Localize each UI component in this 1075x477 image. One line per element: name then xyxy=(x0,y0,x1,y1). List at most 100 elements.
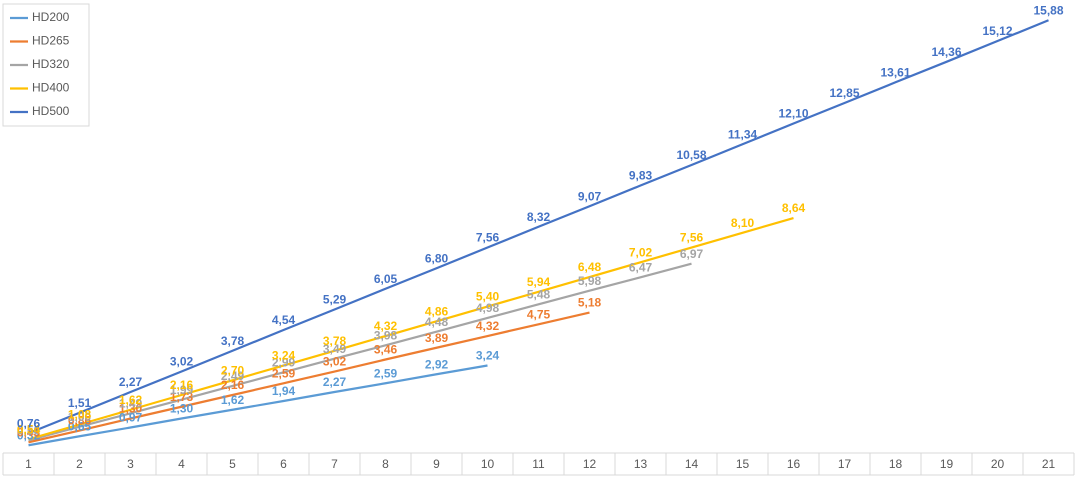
x-tick-label: 13 xyxy=(634,457,648,471)
data-label: 1,49 xyxy=(119,396,143,410)
data-label: 4,32 xyxy=(476,319,500,333)
legend-label: HD320 xyxy=(32,57,70,71)
data-label: 15,12 xyxy=(982,24,1012,38)
data-label: 7,56 xyxy=(680,231,704,245)
data-label: 1,30 xyxy=(170,402,194,416)
data-label: 5,18 xyxy=(578,296,602,310)
data-label: 6,80 xyxy=(425,251,449,265)
data-label: 0,43 xyxy=(17,425,41,439)
data-label: 1,51 xyxy=(68,396,92,410)
data-label: 13,61 xyxy=(880,65,910,79)
data-label: 2,16 xyxy=(221,378,245,392)
data-label: 5,40 xyxy=(476,290,500,304)
data-label: 1,99 xyxy=(170,383,194,397)
data-label: 3,49 xyxy=(323,342,347,356)
data-label: 4,75 xyxy=(527,307,551,321)
data-label: 2,99 xyxy=(272,356,296,370)
data-label: 14,36 xyxy=(931,45,961,59)
legend-label: HD500 xyxy=(32,104,70,118)
x-tick-label: 3 xyxy=(127,457,134,471)
data-label: 4,98 xyxy=(476,301,500,315)
data-label: 2,70 xyxy=(221,363,245,377)
data-label: 9,83 xyxy=(629,169,653,183)
data-label: 3,46 xyxy=(374,343,398,357)
data-label: 0,97 xyxy=(119,411,143,425)
x-tick-label: 18 xyxy=(889,457,903,471)
data-label: 2,27 xyxy=(119,375,143,389)
data-label: 10,58 xyxy=(676,148,706,162)
series-line xyxy=(28,262,692,442)
data-label: 5,98 xyxy=(578,274,602,288)
legend-label: HD200 xyxy=(32,10,70,24)
data-label: 3,78 xyxy=(221,334,245,348)
x-tick-label: 1 xyxy=(25,457,32,471)
data-label: 12,10 xyxy=(778,107,808,121)
data-label: 7,02 xyxy=(629,245,653,259)
data-label: 5,29 xyxy=(323,293,347,307)
x-tick-label: 14 xyxy=(685,457,699,471)
x-tick-label: 12 xyxy=(583,457,597,471)
data-label: 3,02 xyxy=(170,355,194,369)
x-tick-label: 21 xyxy=(1042,457,1056,471)
data-label: 15,88 xyxy=(1033,3,1063,17)
data-label: 6,97 xyxy=(680,247,704,261)
x-tick-label: 4 xyxy=(178,457,185,471)
data-label: 1,62 xyxy=(221,393,245,407)
x-tick-label: 20 xyxy=(991,457,1005,471)
data-label: 1,00 xyxy=(68,410,92,424)
data-label: 0,32 xyxy=(17,428,41,442)
series-line xyxy=(28,19,1049,435)
data-label: 4,32 xyxy=(374,319,398,333)
data-label: 0,54 xyxy=(17,422,41,436)
data-label: 11,34 xyxy=(728,127,758,141)
data-label: 2,16 xyxy=(170,378,194,392)
data-label: 6,47 xyxy=(629,260,653,274)
data-label: 8,32 xyxy=(527,210,551,224)
legend-label: HD400 xyxy=(32,81,70,95)
x-tick-label: 8 xyxy=(382,457,389,471)
data-label: 2,27 xyxy=(323,375,347,389)
x-tick-label: 2 xyxy=(76,457,83,471)
series-line xyxy=(28,216,794,441)
x-tick-label: 16 xyxy=(787,457,801,471)
data-label: 2,49 xyxy=(221,369,245,383)
data-label: 2,92 xyxy=(425,357,449,371)
data-label: 0,65 xyxy=(68,419,92,433)
data-label: 5,48 xyxy=(527,287,551,301)
series-line xyxy=(28,311,590,444)
data-label: 0,76 xyxy=(17,416,41,430)
x-tick-label: 9 xyxy=(433,457,440,471)
data-label: 3,02 xyxy=(323,355,347,369)
data-label: 1,73 xyxy=(170,390,194,404)
data-label: 8,10 xyxy=(731,216,755,230)
data-label: 4,48 xyxy=(425,315,449,329)
x-tick-label: 15 xyxy=(736,457,750,471)
data-label: 3,24 xyxy=(476,349,500,363)
x-tick-label: 17 xyxy=(838,457,852,471)
data-label: 6,48 xyxy=(578,260,602,274)
data-label: 0,86 xyxy=(68,414,92,428)
data-label: 6,05 xyxy=(374,272,398,286)
data-label: 1,62 xyxy=(119,393,143,407)
x-tick-label: 11 xyxy=(532,457,545,471)
x-tick-label: 10 xyxy=(481,457,495,471)
series-line xyxy=(28,364,488,447)
data-label: 3,89 xyxy=(425,331,449,345)
data-label: 0,50 xyxy=(17,424,41,438)
data-label: 7,56 xyxy=(476,231,500,245)
x-tick-label: 5 xyxy=(229,457,236,471)
data-label: 1,94 xyxy=(272,384,296,398)
x-tick-label: 7 xyxy=(331,457,338,471)
data-label: 8,64 xyxy=(782,201,806,215)
x-tick-label: 6 xyxy=(280,457,287,471)
legend-label: HD265 xyxy=(32,34,70,48)
data-label: 4,54 xyxy=(272,313,296,327)
data-label: 3,24 xyxy=(272,349,296,363)
x-tick-label: 19 xyxy=(940,457,954,471)
data-label: 1,30 xyxy=(119,402,143,416)
data-label: 2,59 xyxy=(374,366,398,380)
data-label: 9,07 xyxy=(578,189,602,203)
data-label: 1,08 xyxy=(68,408,92,422)
data-label: 3,78 xyxy=(323,334,347,348)
